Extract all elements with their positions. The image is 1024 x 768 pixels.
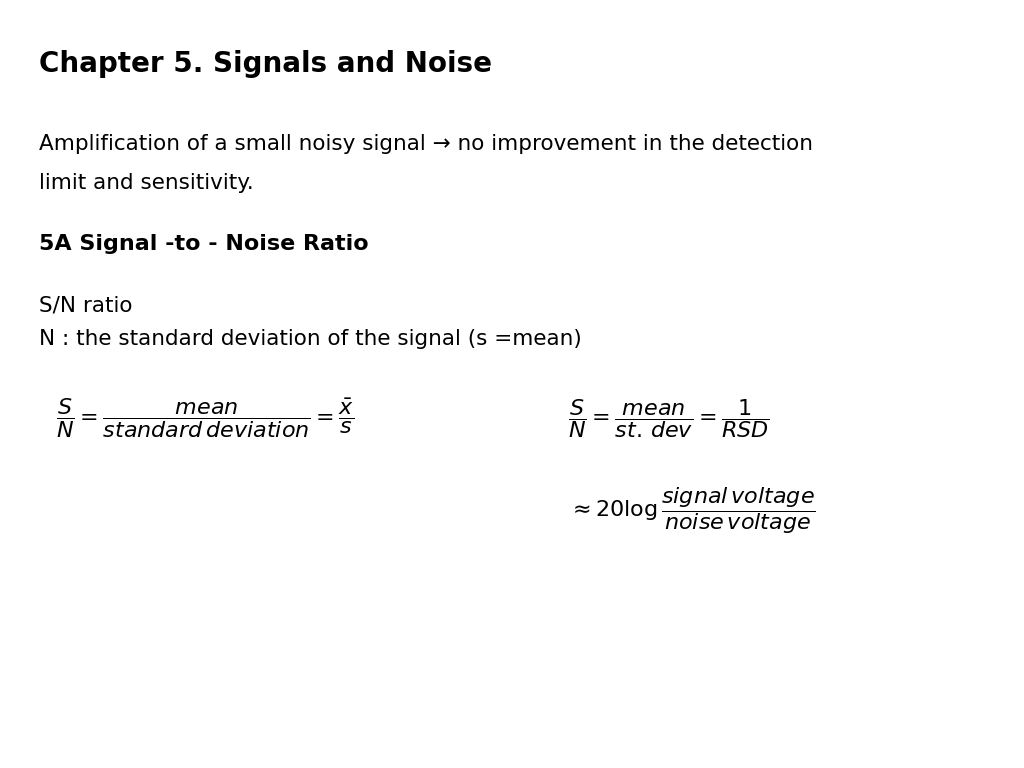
Text: 5A Signal -to - Noise Ratio: 5A Signal -to - Noise Ratio	[39, 234, 369, 254]
Text: limit and sensitivity.: limit and sensitivity.	[39, 173, 254, 193]
Text: Amplification of a small noisy signal → no improvement in the detection: Amplification of a small noisy signal → …	[39, 134, 813, 154]
Text: N : the standard deviation of the signal (s =mean): N : the standard deviation of the signal…	[39, 329, 582, 349]
Text: S/N ratio: S/N ratio	[39, 296, 132, 316]
Text: $\dfrac{S}{N} = \dfrac{\mathit{mean}}{\mathit{standard\,deviation}} = \dfrac{\ba: $\dfrac{S}{N} = \dfrac{\mathit{mean}}{\m…	[56, 397, 354, 440]
Text: $\dfrac{S}{N} = \dfrac{\mathit{mean}}{\mathit{st.\,dev}} = \dfrac{1}{\mathit{RSD: $\dfrac{S}{N} = \dfrac{\mathit{mean}}{\m…	[568, 397, 770, 440]
Text: $\approx 20\mathrm{log}\,\dfrac{\mathit{signal\,voltage}}{\mathit{noise\,voltage: $\approx 20\mathrm{log}\,\dfrac{\mathit{…	[568, 485, 816, 536]
Text: Chapter 5. Signals and Noise: Chapter 5. Signals and Noise	[39, 50, 492, 78]
